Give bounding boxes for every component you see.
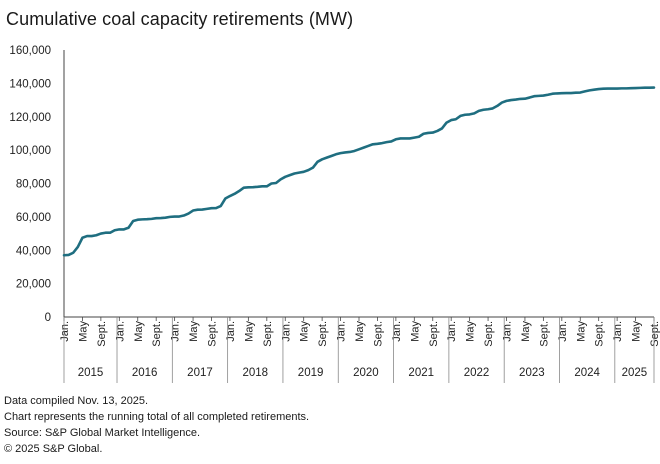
footnote-data-compiled: Data compiled Nov. 13, 2025. — [4, 395, 149, 407]
x-tick-label: Jan. — [59, 321, 71, 342]
x-tick-label: Sept. — [207, 321, 219, 347]
x-year-label: 2025 — [622, 367, 648, 379]
x-tick-label: May — [133, 321, 145, 342]
x-tick-label: May — [631, 321, 643, 342]
x-tick-label: Sept. — [317, 321, 329, 347]
x-tick-label: May — [409, 321, 421, 342]
x-year-label: 2024 — [574, 367, 600, 379]
footnotes: Data compiled Nov. 13, 2025. Chart repre… — [4, 393, 309, 457]
x-year-label: 2023 — [519, 367, 545, 379]
x-tick-label: Jan. — [612, 321, 624, 342]
y-tick-label: 40,000 — [16, 245, 51, 257]
x-tick-label: Sept. — [428, 321, 440, 347]
x-tick-label: Sept. — [538, 321, 550, 347]
y-tick-label: 100,000 — [9, 145, 51, 157]
x-year-label: 2016 — [132, 367, 158, 379]
x-tick-label: Sept. — [151, 321, 163, 347]
chart-title: Cumulative coal capacity retirements (MW… — [6, 9, 354, 29]
x-tick-label: Sept. — [594, 321, 606, 347]
line-chart: 0 20,000 40,000 60,000 80,000 100,000 120,000 1… — [9, 45, 660, 383]
x-tick-label: May — [77, 321, 89, 342]
x-axis: Jan. May Sept. 2015 Jan. May Sept. 2016 Jan. May S… — [59, 316, 660, 383]
y-tick-label: 80,000 — [16, 179, 51, 191]
footnote-chart-description: Chart represents the running total of al… — [4, 411, 310, 423]
x-tick-label: May — [465, 321, 477, 342]
x-tick-label: Jan. — [502, 321, 514, 342]
x-tick-label: Sept. — [483, 321, 495, 347]
y-tick-label: 120,000 — [9, 112, 51, 124]
x-tick-label: May — [188, 321, 200, 342]
x-tick-label: Sept. — [96, 321, 108, 347]
x-year-label: 2020 — [353, 367, 379, 379]
y-tick-label: 20,000 — [16, 279, 51, 291]
x-tick-label: May — [354, 321, 366, 342]
x-tick-label: Sept. — [649, 321, 660, 347]
y-axis: 0 20,000 40,000 60,000 80,000 100,000 120,000 1… — [9, 45, 65, 324]
x-tick-label: Jan. — [446, 321, 458, 342]
x-year-label: 2015 — [78, 367, 104, 379]
x-tick-label: Sept. — [372, 321, 384, 347]
x-tick-label: Jan. — [391, 321, 403, 342]
footnote-source: Source: S&P Global Market Intelligence. — [4, 427, 201, 439]
x-year-label: 2021 — [408, 367, 434, 379]
x-tick-label: Jan. — [225, 321, 237, 342]
x-year-label: 2018 — [242, 367, 268, 379]
x-tick-label: May — [575, 321, 587, 342]
x-tick-label: Jan. — [557, 321, 569, 342]
x-tick-label: Jan. — [170, 321, 182, 342]
x-tick-label: Sept. — [262, 321, 274, 347]
retirements-series-line — [62, 86, 656, 257]
y-tick-label: 160,000 — [9, 45, 51, 57]
y-tick-label: 140,000 — [9, 78, 51, 90]
x-year-label: 2017 — [187, 367, 213, 379]
x-year-label: 2019 — [298, 367, 324, 379]
x-tick-label: Jan. — [114, 321, 126, 342]
x-tick-label: Jan. — [280, 321, 292, 342]
x-tick-label: May — [299, 321, 311, 342]
y-tick-label: 0 — [45, 312, 51, 324]
x-year-label: 2022 — [464, 367, 490, 379]
y-tick-label: 60,000 — [16, 212, 51, 224]
x-tick-label: Jan. — [336, 321, 348, 342]
footnote-copyright: © 2025 S&P Global. — [4, 443, 103, 455]
series-layer — [62, 86, 656, 257]
x-tick-label: May — [243, 321, 255, 342]
x-tick-label: May — [520, 321, 532, 342]
